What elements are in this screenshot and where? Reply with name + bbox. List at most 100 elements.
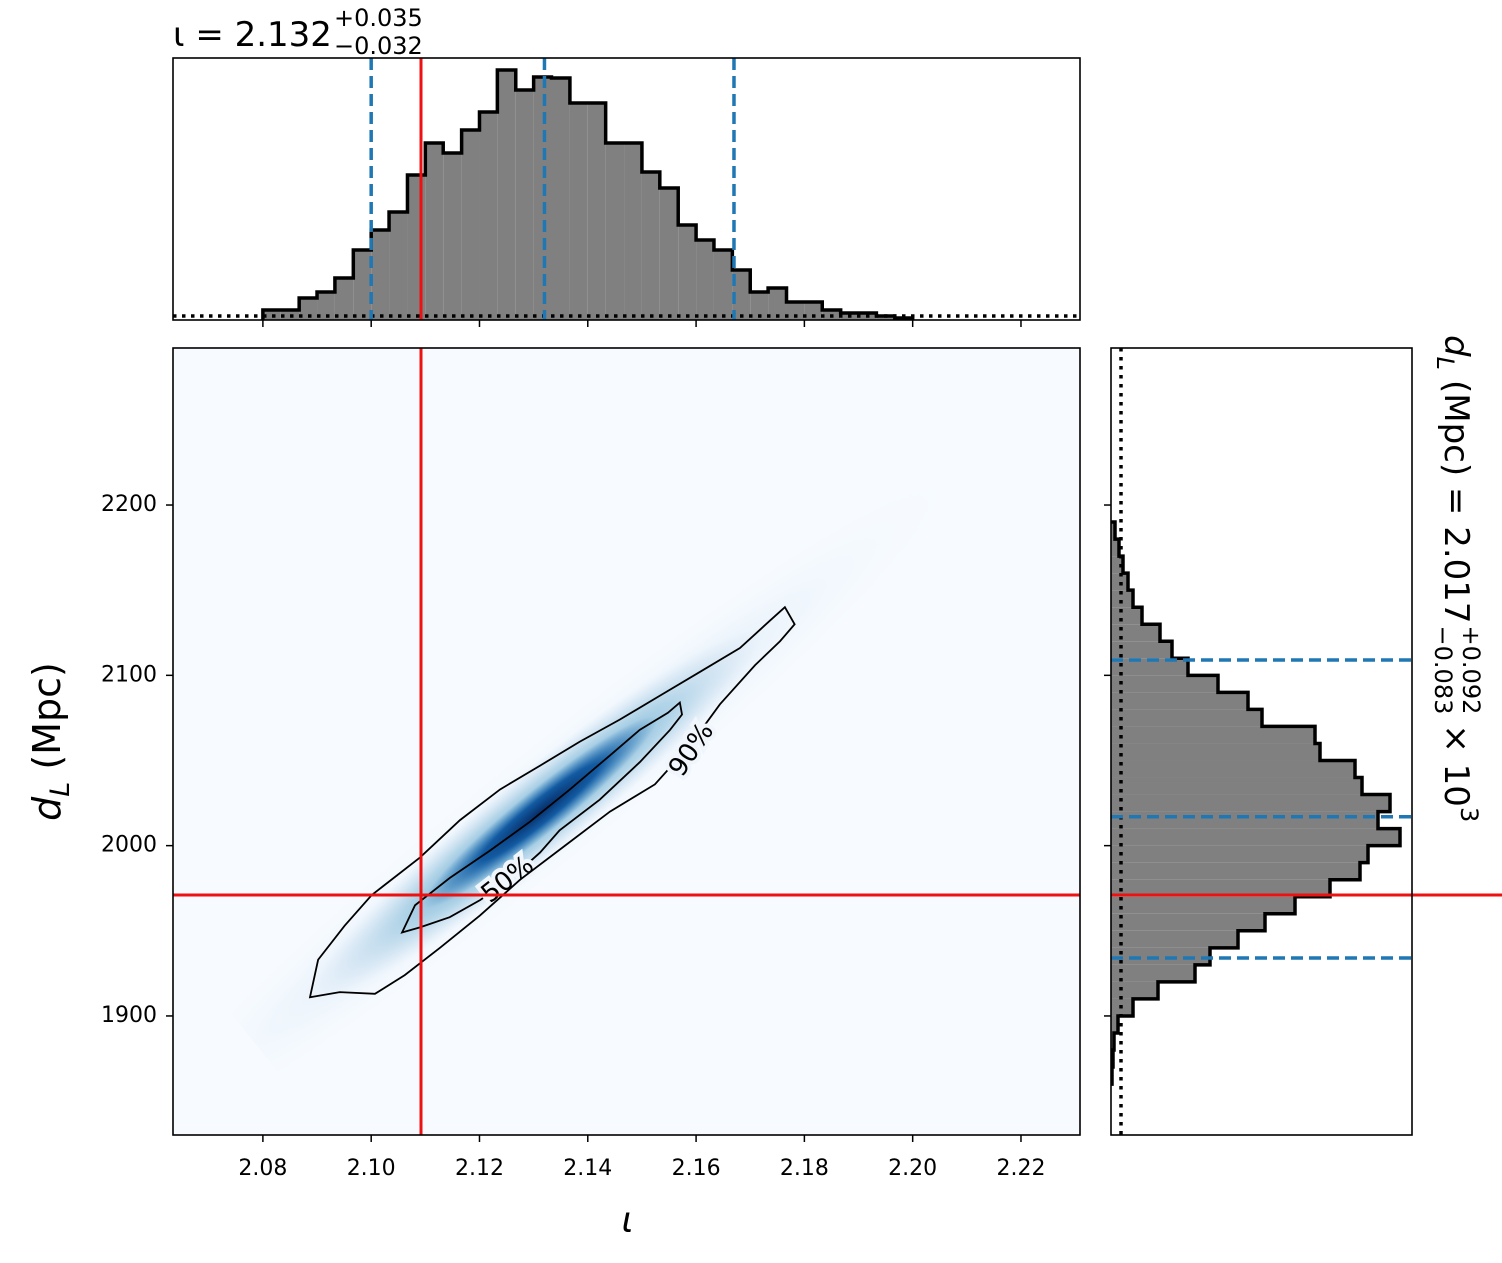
title-sub: −0.083 — [1429, 626, 1457, 715]
hist-bar — [1111, 828, 1400, 846]
hist-bar — [280, 310, 300, 320]
hist-bar — [876, 316, 895, 320]
hist-bar — [443, 153, 462, 320]
hist-bar — [317, 292, 335, 320]
title-sup: +0.035 — [334, 4, 423, 32]
y-label-symbol: d — [25, 796, 69, 821]
hist-bar — [1111, 964, 1195, 982]
hist-bar — [497, 70, 516, 320]
hist-bar — [1111, 726, 1315, 744]
hist-bar — [732, 270, 751, 320]
axes-frame — [172, 57, 1081, 321]
hist-bar — [1111, 930, 1238, 948]
hist-bar — [1111, 641, 1172, 659]
x-tick-label: 2.10 — [347, 1156, 396, 1181]
title-sub: −0.032 — [334, 32, 423, 60]
y-tick-label: 2000 — [101, 833, 157, 858]
y-label-text: (Mpc) — [25, 662, 69, 769]
hist-bar — [624, 143, 642, 320]
hist-bar — [1111, 947, 1210, 965]
hist-bar — [804, 302, 823, 320]
hist-bar — [605, 143, 625, 320]
hist-bar — [786, 302, 805, 320]
hist-bar — [713, 250, 733, 320]
histogram-data — [173, 58, 1080, 320]
hist-bar — [515, 90, 534, 320]
hist-bar — [1111, 862, 1360, 880]
hist-bar — [1111, 573, 1128, 591]
hist-bar — [1111, 607, 1142, 625]
title-text: ι = 2.132 — [173, 15, 332, 55]
hist-bar — [461, 130, 480, 320]
hist-bar — [262, 310, 281, 320]
hist-bar — [1111, 981, 1158, 999]
hist-bar — [768, 288, 787, 320]
hist-bar — [1111, 675, 1218, 693]
hist-bar — [1111, 760, 1355, 778]
hist-bar — [569, 103, 588, 320]
hist-bar — [1111, 522, 1115, 540]
hist-bar — [641, 172, 660, 320]
hist-bar — [425, 143, 444, 320]
contour-line — [400, 700, 683, 934]
hist-bar — [1111, 743, 1320, 761]
hist-bar — [1111, 845, 1368, 863]
hist-bar — [1111, 692, 1248, 710]
x-tick-label: 2.22 — [996, 1156, 1045, 1181]
hist-bar — [353, 250, 372, 320]
hist-bar — [1111, 556, 1123, 574]
hist-bar — [678, 225, 697, 320]
hist-bar — [479, 112, 498, 320]
hist-bar — [659, 188, 679, 320]
title-text: dL (Mpc) = 2.017 — [1431, 335, 1476, 624]
hist-outline — [1111, 520, 1402, 1086]
hist-bar — [1111, 658, 1188, 676]
hist-bar — [407, 175, 426, 320]
title-symbol: d — [1436, 335, 1476, 357]
panel-title: dL (Mpc) = 2.017+0.092−0.083 × 103 — [1429, 335, 1485, 822]
title-suffix-text: × 10 — [1436, 724, 1476, 807]
hist-bar — [1111, 913, 1265, 931]
y-axis-label: dL (Mpc) — [25, 662, 76, 821]
hist-bar — [551, 78, 570, 320]
hist-bar — [1111, 590, 1133, 608]
hist-bar — [696, 240, 714, 320]
hist-bar — [1111, 624, 1160, 642]
axes-frame — [1110, 347, 1413, 1136]
hist-bar — [299, 298, 318, 320]
title-suffix: × 103 — [1436, 724, 1483, 822]
title-symbol-sub: L — [1431, 357, 1459, 370]
y-tick-label: 2100 — [101, 662, 157, 687]
x-tick-label: 2.12 — [455, 1156, 504, 1181]
hist-bar — [371, 230, 390, 320]
histogram-data — [1111, 348, 1412, 1135]
y-label-symbol-sub: L — [45, 782, 76, 797]
x-tick-label: 2.20 — [888, 1156, 937, 1181]
x-tick-label: 2.14 — [563, 1156, 612, 1181]
x-axis-label: ι — [621, 1200, 633, 1241]
hist-bar — [1111, 811, 1378, 829]
hist-bar — [1111, 709, 1262, 727]
x-tick-label: 2.08 — [238, 1156, 287, 1181]
hist-bar — [750, 292, 769, 320]
hist-bar — [1111, 896, 1295, 914]
hist-bar — [1111, 539, 1119, 557]
hist-bar — [334, 278, 354, 320]
contour-line — [308, 605, 796, 999]
title-sup: +0.092 — [1457, 626, 1485, 715]
y-tick-label: 1900 — [101, 1003, 157, 1028]
hist-bar — [533, 77, 552, 320]
x-tick-label: 2.16 — [672, 1156, 721, 1181]
hist-bar — [587, 103, 606, 320]
hist-bar — [389, 212, 408, 320]
hist-bar — [1111, 879, 1330, 897]
hist-bar — [1111, 1015, 1118, 1033]
hist-bar — [1111, 794, 1390, 812]
x-tick-label: 2.18 — [780, 1156, 829, 1181]
y-tick-label: 2200 — [101, 492, 157, 517]
panel-title: ι = 2.132 +0.035−0.032 — [173, 4, 423, 60]
title-suffix-sup: 3 — [1455, 807, 1483, 822]
title-text-main: (Mpc) = 2.017 — [1436, 380, 1476, 624]
hist-bar — [1111, 777, 1362, 795]
